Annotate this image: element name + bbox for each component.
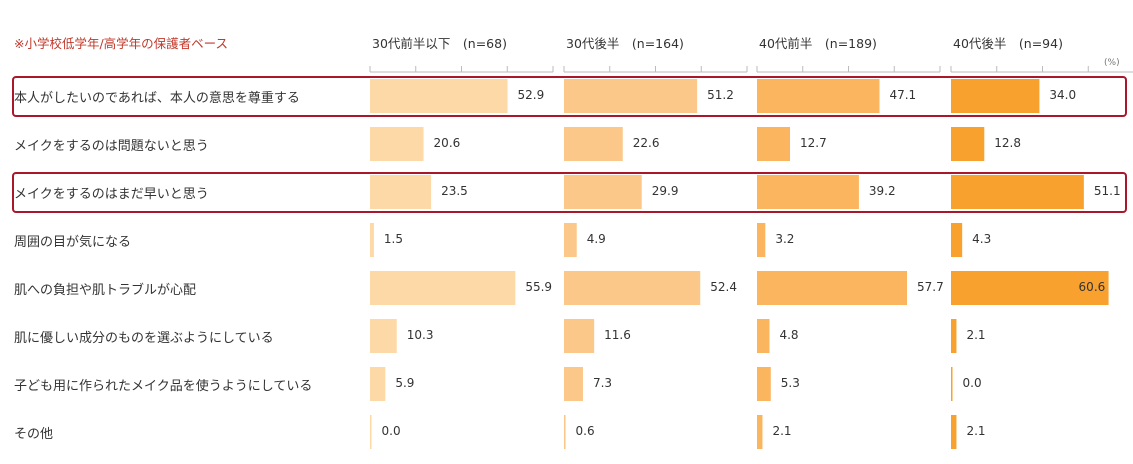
bar (951, 175, 1084, 209)
row-label: その他 (14, 427, 54, 442)
data-label: 52.4 (710, 280, 737, 294)
data-label: 34.0 (1049, 88, 1077, 102)
data-label: 2.1 (772, 424, 792, 438)
bar (951, 415, 957, 449)
data-label: 2.1 (966, 424, 986, 438)
data-label: 60.6 (1078, 280, 1106, 294)
bar (370, 127, 424, 161)
bar (564, 415, 566, 449)
row-label: 子ども用に作られたメイク品を使うようにしている (14, 379, 313, 394)
bar (370, 79, 508, 113)
bar (757, 175, 859, 209)
bar (370, 415, 372, 449)
row-label: 肌への負担や肌トラブルが心配 (14, 283, 197, 298)
bar (564, 367, 583, 401)
bar (951, 127, 985, 161)
row-label: 肌に優しい成分のものを選ぶようにしている (14, 331, 274, 346)
row-label: 周囲の目が気になる (14, 235, 132, 250)
row-label: 本人がしたいのであれば、本人の意思を尊重する (14, 91, 300, 106)
bar (564, 319, 595, 353)
bar (564, 175, 642, 209)
bar (757, 127, 791, 161)
bar (370, 367, 386, 401)
row-label: メイクをするのは問題ないと思う (14, 139, 209, 154)
bar (757, 223, 766, 257)
data-label: 0.0 (381, 424, 401, 438)
data-label: 4.3 (972, 232, 992, 246)
data-label: 55.9 (525, 280, 553, 294)
data-label: 12.7 (800, 136, 827, 150)
bar (951, 367, 953, 401)
data-label: 0.6 (575, 424, 595, 438)
series-title: 30代前半以下 (n=68) (372, 36, 507, 51)
bar (564, 79, 698, 113)
data-label: 47.1 (889, 88, 917, 102)
data-label: 7.3 (592, 376, 613, 390)
data-label: 5.3 (780, 376, 800, 390)
data-label: 20.6 (433, 136, 461, 150)
data-label: 51.2 (707, 88, 734, 102)
series-title: 40代前半 (n=189) (759, 36, 877, 51)
data-label: 4.9 (586, 232, 606, 246)
bar (951, 271, 1109, 305)
bar (564, 271, 701, 305)
data-label: 52.9 (517, 88, 545, 102)
data-label: 22.6 (632, 136, 660, 150)
bar (951, 319, 957, 353)
data-label: 10.3 (406, 328, 434, 342)
bar (564, 223, 577, 257)
bar (370, 319, 397, 353)
bar (951, 223, 963, 257)
unit-label: (%) (1104, 58, 1120, 68)
data-label: 23.5 (441, 184, 468, 198)
bar (757, 415, 763, 449)
data-label: 3.2 (775, 232, 795, 246)
data-label: 39.2 (868, 184, 896, 198)
data-label: 57.7 (917, 280, 944, 294)
bar (370, 175, 432, 209)
bar (757, 79, 880, 113)
bar (757, 367, 771, 401)
data-label: 5.9 (395, 376, 415, 390)
highlight-box (12, 76, 1127, 117)
highlight-box (12, 172, 1127, 213)
data-label: 29.9 (651, 184, 679, 198)
data-label: 4.8 (779, 328, 799, 342)
series-title: 30代後半 (n=164) (566, 36, 684, 51)
data-label: 51.1 (1093, 184, 1121, 198)
data-label: 0.0 (962, 376, 982, 390)
data-label: 2.1 (966, 328, 986, 342)
data-label: 11.6 (604, 328, 631, 342)
bar (370, 271, 516, 305)
data-label: 1.5 (383, 232, 403, 246)
bar (757, 319, 770, 353)
data-label: 12.8 (994, 136, 1021, 150)
base-note: ※小学校低学年/高学年の保護者ベース (14, 36, 229, 51)
bar (370, 223, 374, 257)
row-label: メイクをするのはまだ早いと思う (14, 187, 209, 202)
series-title: 40代後半 (n=94) (953, 36, 1063, 51)
bar (757, 271, 908, 305)
bar (564, 127, 623, 161)
bar (951, 79, 1040, 113)
